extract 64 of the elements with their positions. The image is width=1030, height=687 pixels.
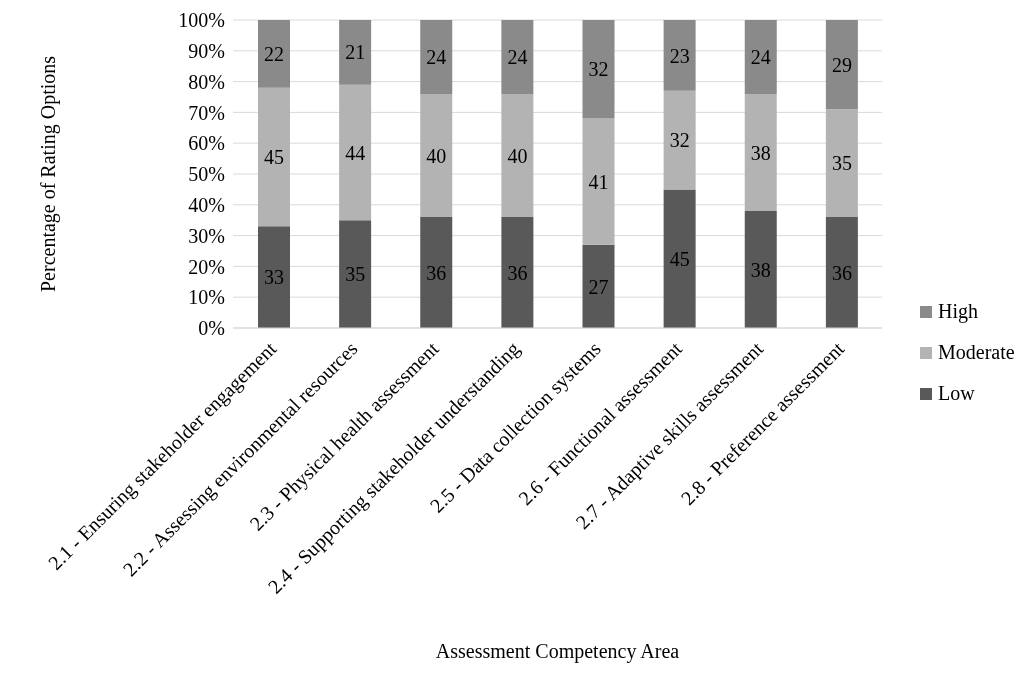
bar — [339, 20, 372, 85]
bar — [339, 220, 372, 328]
bar — [258, 20, 290, 88]
data-label: 35 — [831, 152, 852, 175]
data-label: 29 — [831, 53, 852, 76]
bar — [744, 210, 777, 328]
data-label: 38 — [750, 258, 771, 281]
y-tick-label: 70% — [188, 101, 225, 124]
data-label: 32 — [669, 129, 690, 152]
data-label: 32 — [588, 58, 609, 81]
y-tick-label: 30% — [188, 224, 225, 247]
y-tick-label: 10% — [188, 286, 225, 309]
y-tick-label: 60% — [188, 132, 225, 155]
data-label: 24 — [426, 46, 447, 69]
bar — [825, 20, 858, 110]
bar — [663, 20, 696, 91]
data-label: 40 — [507, 144, 528, 167]
y-tick-label: 0% — [198, 317, 225, 340]
data-label: 41 — [588, 170, 609, 193]
data-label: 36 — [831, 261, 852, 284]
data-label: 24 — [507, 46, 528, 69]
bar — [663, 90, 696, 190]
y-tick-label: 90% — [188, 39, 225, 62]
bar — [501, 217, 534, 328]
bar — [420, 217, 453, 328]
data-label: 36 — [507, 261, 528, 284]
bar — [744, 93, 777, 211]
bar — [339, 84, 372, 221]
bar — [420, 20, 453, 94]
bar — [258, 226, 290, 328]
bar — [501, 93, 534, 218]
bar — [582, 244, 615, 328]
data-label: 35 — [345, 263, 366, 286]
y-tick-label: 40% — [188, 193, 225, 216]
data-label: 44 — [345, 141, 366, 164]
y-tick-label: 20% — [188, 255, 225, 278]
data-label: 27 — [588, 275, 609, 298]
data-label: 38 — [750, 141, 771, 164]
legend-label: Low — [938, 382, 975, 405]
data-label: 21 — [345, 41, 366, 64]
data-label: 23 — [669, 44, 690, 67]
data-label: 36 — [426, 261, 447, 284]
legend-label: Moderate — [938, 341, 1015, 364]
y-tick-label: 50% — [188, 163, 225, 186]
y-axis-title: Percentage of Rating Options — [37, 55, 60, 293]
bar — [825, 217, 858, 328]
y-tick-label: 80% — [188, 70, 225, 93]
data-label: 40 — [426, 144, 447, 167]
data-label: 24 — [750, 46, 771, 69]
data-label: 33 — [264, 266, 284, 289]
data-label: 22 — [264, 42, 284, 65]
data-label: 45 — [669, 247, 690, 270]
bar — [744, 20, 777, 94]
bar — [825, 109, 858, 218]
legend-label: High — [938, 300, 978, 323]
data-label: 45 — [264, 146, 284, 169]
x-axis-title: Assessment Competency Area — [435, 640, 680, 663]
bar — [501, 20, 534, 94]
y-tick-label: 100% — [178, 9, 225, 32]
bar — [663, 189, 696, 328]
bar — [582, 20, 615, 119]
bar — [582, 118, 615, 245]
bar — [420, 93, 453, 218]
bar — [258, 87, 290, 227]
